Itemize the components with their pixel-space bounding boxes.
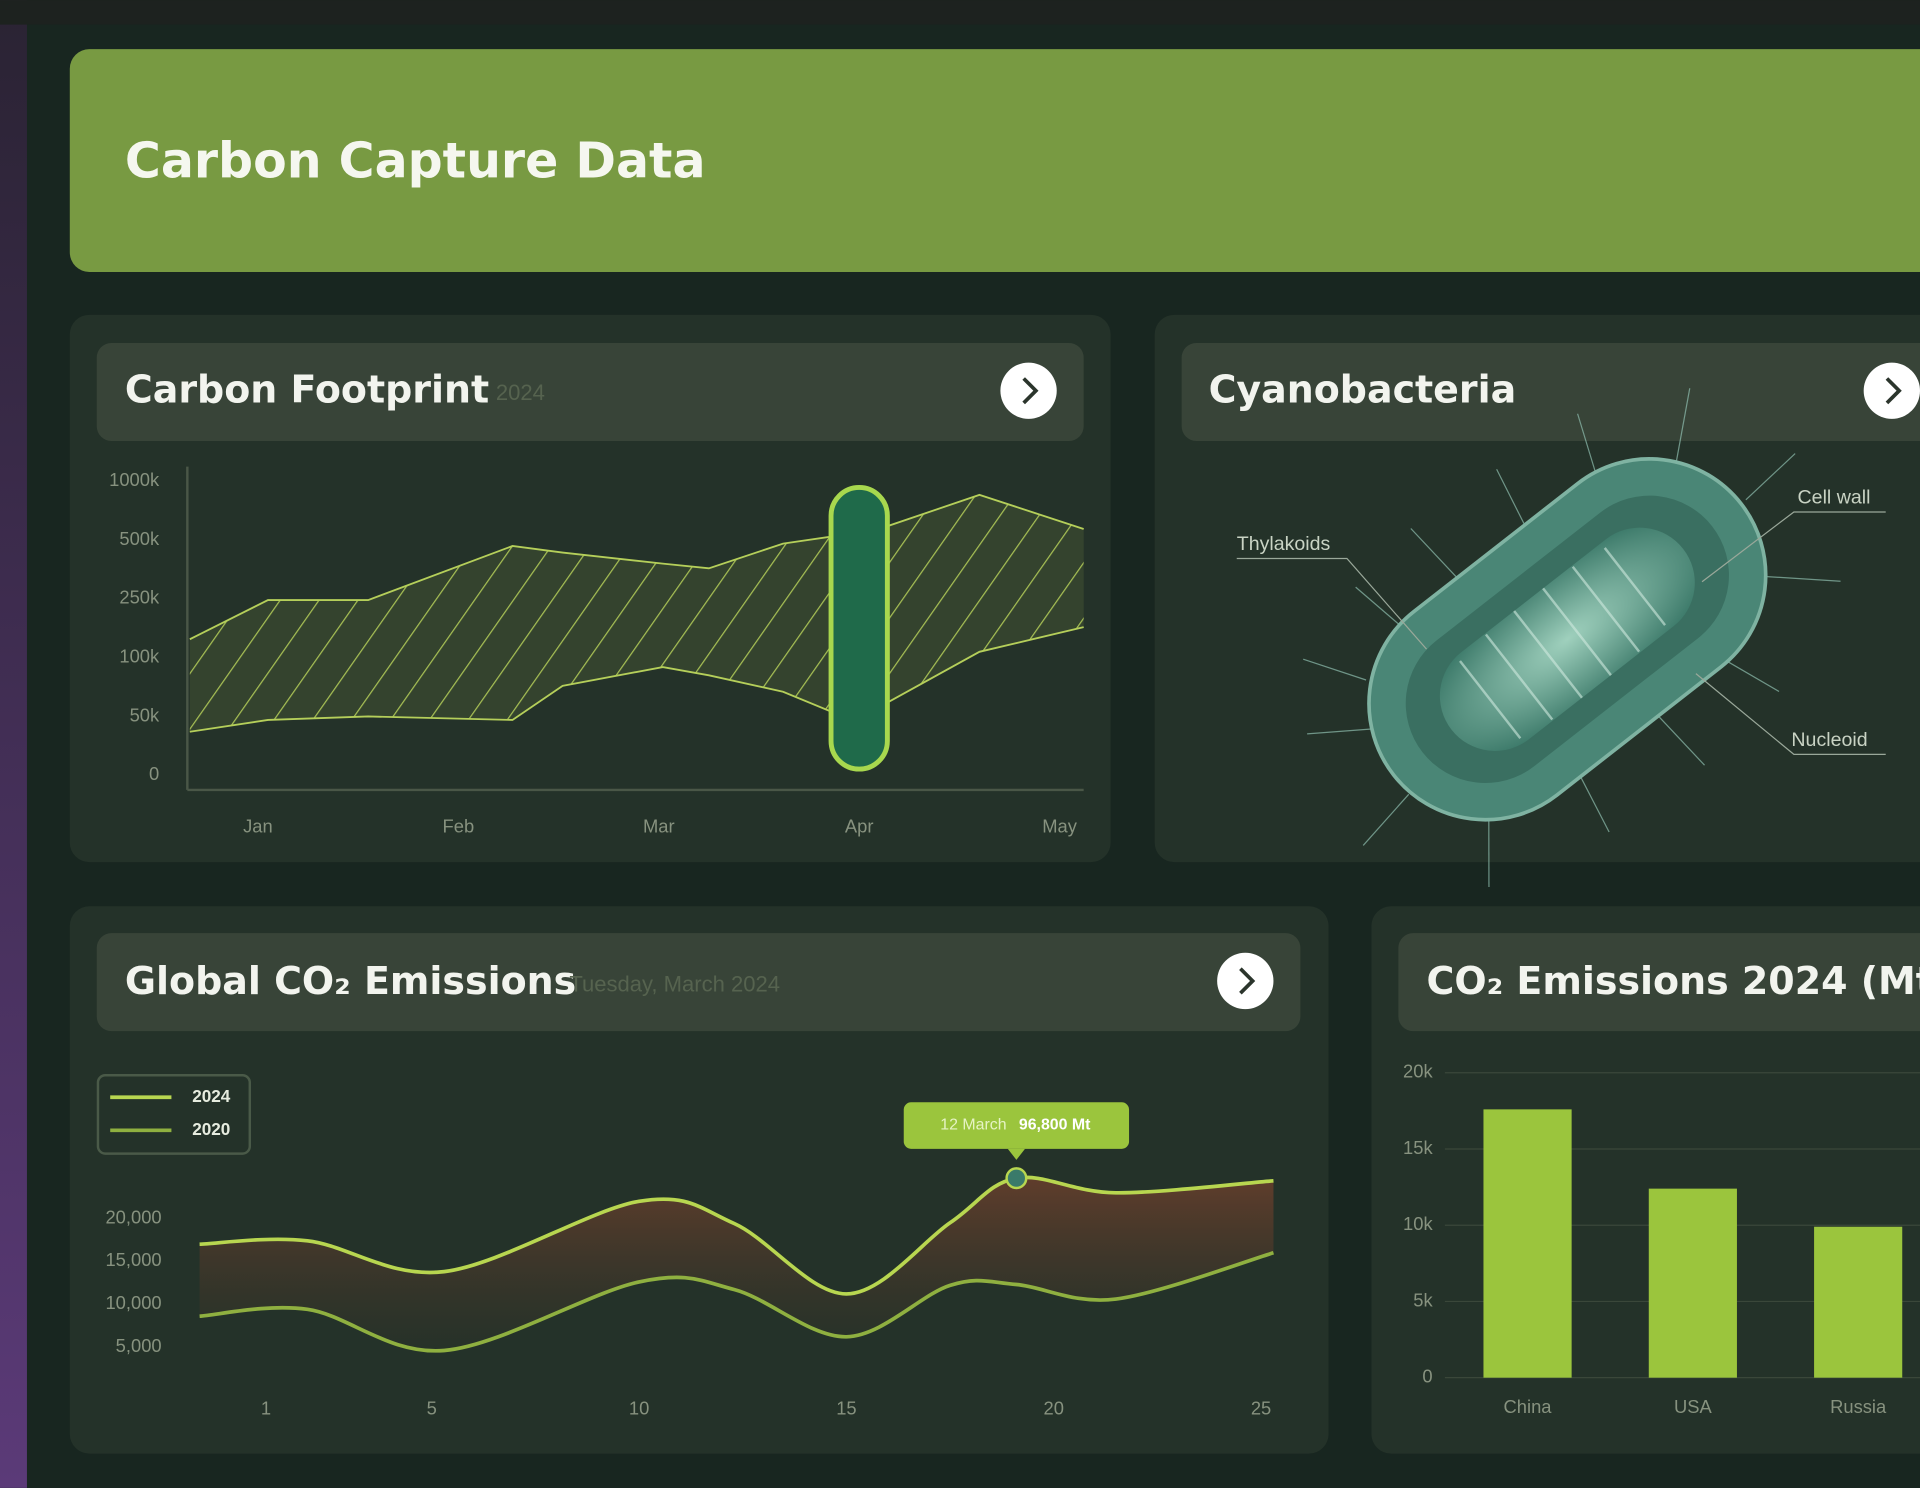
open-button[interactable] [1217, 953, 1273, 1009]
y-tick-label: 100k [119, 646, 160, 667]
tooltip-box [904, 1102, 1129, 1149]
x-tick-label: May [1042, 816, 1078, 837]
x-tick-label: 10 [629, 1397, 649, 1418]
tooltip-value: 96,800 Mt [1019, 1117, 1091, 1134]
selected-month [831, 487, 887, 769]
panel-title: Global CO₂ Emissions [125, 959, 576, 1003]
panel-title: Cyanobacteria [1209, 367, 1517, 411]
dashboard: Carbon Capture Data Cyanobacteria Thylak [0, 0, 1920, 1488]
x-tick-label: 25 [1251, 1397, 1271, 1418]
y-tick-label: 0 [1422, 1366, 1432, 1387]
x-tick-label: 20 [1044, 1397, 1064, 1418]
x-tick-label: Jan [243, 816, 273, 837]
y-tick-label: 500k [119, 528, 160, 549]
panel-title: Carbon Footprint [125, 367, 489, 411]
y-tick-label: 15,000 [105, 1249, 161, 1270]
legend-label: 2024 [192, 1086, 231, 1106]
callout-label: Nucleoid [1791, 729, 1867, 751]
x-tick-label: Mar [643, 816, 675, 837]
y-tick-label: 5,000 [116, 1335, 162, 1356]
tooltip-date: 12 March [940, 1117, 1006, 1134]
y-tick-label: 5k [1413, 1289, 1433, 1310]
x-tick-label: Apr [845, 816, 874, 837]
highlight-point [1007, 1168, 1027, 1188]
y-tick-label: 10k [1403, 1213, 1433, 1234]
bar [1649, 1189, 1737, 1378]
y-tick-label: 15k [1403, 1137, 1433, 1158]
bar [1483, 1109, 1571, 1377]
y-tick-label: 20k [1403, 1061, 1433, 1082]
callout-label: Cell wall [1798, 487, 1871, 509]
y-tick-label: 20,000 [105, 1206, 161, 1227]
y-tick-label: 0 [149, 763, 159, 784]
x-tick-label: 1 [261, 1397, 271, 1418]
y-tick-label: 50k [130, 704, 160, 725]
panel-subtitle: Tuesday, March 2024 [569, 972, 780, 997]
bar [1814, 1227, 1902, 1378]
x-tick-label: 15 [836, 1397, 856, 1418]
x-tick-label: 5 [427, 1397, 437, 1418]
x-tick-label: Russia [1830, 1396, 1887, 1417]
x-tick-label: China [1504, 1396, 1553, 1417]
panel-subtitle: 2024 [496, 380, 545, 405]
open-button[interactable] [1000, 363, 1056, 419]
panel-title: CO₂ Emissions 2024 (Mt) [1427, 959, 1920, 1003]
y-tick-label: 10,000 [105, 1292, 161, 1313]
side-strip [0, 0, 27, 1488]
top-strip [0, 0, 1920, 24]
legend-label: 2020 [192, 1119, 230, 1139]
callout-label: Thylakoids [1237, 533, 1331, 555]
x-tick-label: USA [1674, 1396, 1713, 1417]
y-tick-label: 1000k [109, 469, 160, 490]
y-tick-label: 250k [119, 587, 160, 608]
open-button[interactable] [1864, 363, 1920, 419]
x-tick-label: Feb [443, 816, 475, 837]
page-title: Carbon Capture Data [125, 133, 706, 190]
